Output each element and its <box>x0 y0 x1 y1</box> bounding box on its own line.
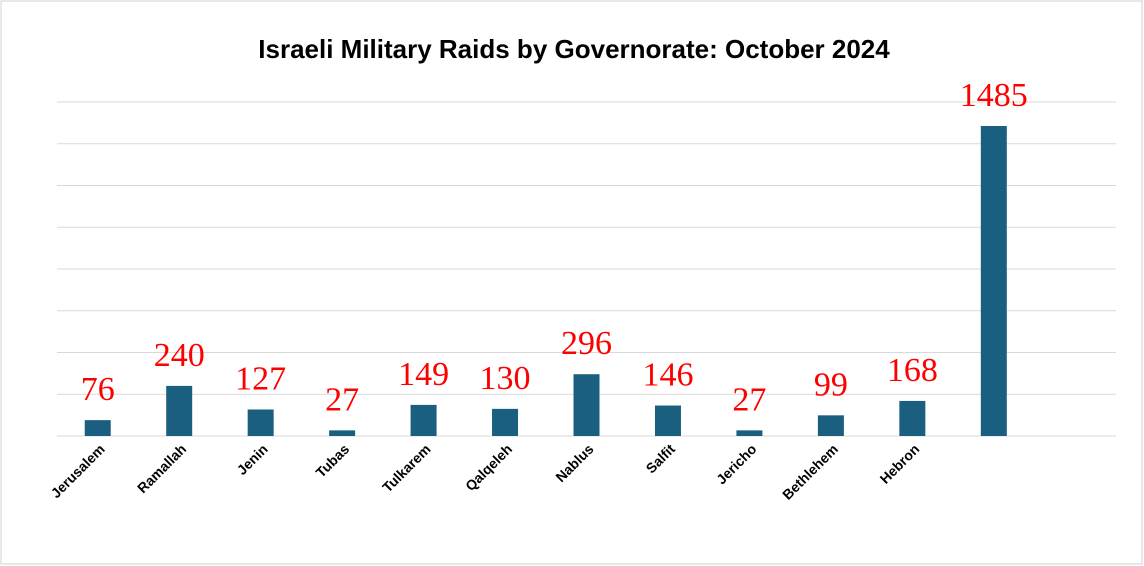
bar <box>573 374 600 436</box>
bar <box>247 409 274 436</box>
bar <box>410 404 437 436</box>
value-label: 130 <box>480 360 531 397</box>
value-label: 146 <box>642 357 693 394</box>
bar <box>84 420 111 436</box>
chart-title: Israeli Military Raids by Governorate: O… <box>258 34 890 64</box>
value-label: 27 <box>325 381 359 418</box>
bar <box>980 126 1007 436</box>
bar <box>166 385 193 436</box>
value-label: 240 <box>154 337 205 374</box>
value-label: 76 <box>81 371 115 408</box>
value-label: 168 <box>887 352 938 389</box>
value-label: 27 <box>732 381 766 418</box>
value-label: 1485 <box>960 77 1028 114</box>
bar <box>329 430 356 436</box>
value-label: 99 <box>814 366 848 403</box>
bar <box>492 408 519 436</box>
bar <box>654 405 681 436</box>
value-label: 296 <box>561 325 612 362</box>
value-label: 149 <box>398 356 449 393</box>
bar <box>736 430 763 436</box>
bar <box>899 400 926 436</box>
value-label: 127 <box>235 360 286 397</box>
bar <box>817 415 844 436</box>
